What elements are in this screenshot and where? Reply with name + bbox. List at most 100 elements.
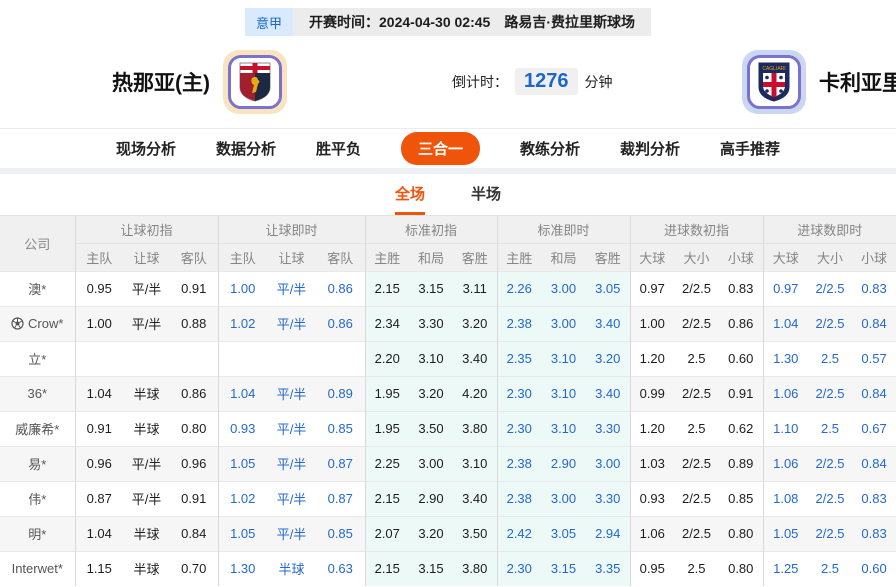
odds-cell-8-15: 1.25 bbox=[762, 550, 809, 586]
home-team-name: 热那亚(主) bbox=[112, 72, 210, 95]
match-info: 开赛时间：2024-04-30 02:45 路易吉·费拉里斯球场 bbox=[293, 8, 651, 36]
analysis-tab-6[interactable]: 高手推荐 bbox=[720, 141, 781, 158]
odds-cell-8-14: 0.80 bbox=[719, 550, 764, 586]
odds-cell-1-6: 2.34 bbox=[364, 305, 409, 341]
col-header-5-0: 大球 bbox=[762, 242, 809, 271]
odds-cell-3-11: 3.40 bbox=[586, 375, 630, 411]
analysis-tabs: 现场分析 数据分析 胜平负 三合一 教练分析 裁判分析 高手推荐 bbox=[0, 128, 896, 168]
odds-cell-8-17: 0.60 bbox=[852, 550, 896, 586]
odds-cell-8-8: 3.80 bbox=[453, 550, 497, 586]
col-header-3-2: 客胜 bbox=[586, 242, 630, 271]
odds-cell-7-5: 0.85 bbox=[316, 515, 365, 551]
odds-cell-8-13: 2.5 bbox=[674, 550, 719, 586]
svg-text:CAGLIARI: CAGLIARI bbox=[762, 66, 785, 72]
company-label: 伟* bbox=[28, 492, 47, 507]
odds-cell-2-6: 2.20 bbox=[364, 340, 409, 376]
company-name-3: 36* bbox=[0, 375, 75, 411]
analysis-tab-4[interactable]: 教练分析 bbox=[520, 141, 581, 158]
company-name-7: 明* bbox=[0, 515, 75, 551]
odds-cell-8-11: 3.35 bbox=[586, 550, 630, 586]
odds-cell-4-5: 0.85 bbox=[316, 410, 365, 446]
odds-cell-0-8: 3.11 bbox=[453, 270, 497, 306]
odds-cell-8-1: 半球 bbox=[123, 550, 170, 586]
odds-cell-0-4: 平/半 bbox=[267, 270, 316, 306]
company-label: 威廉希* bbox=[15, 422, 60, 437]
odds-cell-5-8: 3.10 bbox=[453, 445, 497, 481]
odds-cell-5-14: 0.89 bbox=[719, 445, 764, 481]
odds-cell-6-4: 平/半 bbox=[267, 480, 316, 516]
odds-cell-4-14: 0.62 bbox=[719, 410, 764, 446]
away-team-name: 卡利亚里 bbox=[819, 72, 896, 95]
odds-cell-6-10: 3.00 bbox=[541, 480, 586, 516]
odds-cell-6-0: 0.87 bbox=[74, 480, 123, 516]
company-name-1: Crow* bbox=[0, 305, 75, 341]
col-header-4-0: 大球 bbox=[629, 242, 674, 271]
odds-cell-5-2: 0.96 bbox=[170, 445, 218, 481]
odds-cell-2-12: 1.20 bbox=[629, 340, 674, 376]
odds-cell-8-0: 1.15 bbox=[74, 550, 123, 586]
odds-cell-2-4 bbox=[267, 340, 316, 376]
odds-cell-4-13: 2.5 bbox=[674, 410, 719, 446]
odds-cell-2-14: 0.60 bbox=[719, 340, 764, 376]
odds-cell-2-13: 2.5 bbox=[674, 340, 719, 376]
col-header-0-2: 客队 bbox=[170, 242, 218, 271]
col-header-1-1: 让球 bbox=[267, 242, 316, 271]
analysis-tab-1[interactable]: 数据分析 bbox=[215, 141, 276, 158]
odds-cell-1-16: 2/2.5 bbox=[808, 305, 853, 341]
odds-cell-5-6: 2.25 bbox=[364, 445, 409, 481]
analysis-tab-2[interactable]: 胜平负 bbox=[315, 141, 361, 158]
scope-subtab-1[interactable]: 半场 bbox=[471, 186, 502, 203]
odds-cell-6-6: 2.15 bbox=[364, 480, 409, 516]
separator-band bbox=[0, 168, 896, 174]
odds-cell-1-3: 1.02 bbox=[217, 305, 267, 341]
company-label: 36* bbox=[27, 386, 48, 401]
odds-cell-7-15: 1.05 bbox=[762, 515, 809, 551]
countdown-unit: 分钟 bbox=[584, 73, 613, 90]
odds-cell-2-15: 1.30 bbox=[762, 340, 809, 376]
odds-row-6: 伟* 0.87 平/半 0.91 1.02 平/半 0.87 2.15 2.90 3.40 2.38… bbox=[0, 480, 896, 516]
odds-cell-5-15: 1.06 bbox=[762, 445, 809, 481]
odds-cell-1-4: 平/半 bbox=[267, 305, 316, 341]
odds-cell-2-0 bbox=[74, 340, 123, 376]
analysis-tab-5[interactable]: 裁判分析 bbox=[620, 141, 681, 158]
away-team-logo: CAGLIARI bbox=[742, 50, 806, 114]
odds-cell-7-4: 平/半 bbox=[267, 515, 316, 551]
odds-cell-4-12: 1.20 bbox=[629, 410, 674, 446]
analysis-tab-3[interactable]: 三合一 bbox=[400, 132, 480, 165]
odds-cell-0-15: 0.97 bbox=[762, 270, 809, 306]
odds-table-head: 公司 让球初指 让球即时 标准初指 标准即时 进球数初指 进球数即时 主队 让球 客队 主队 让球… bbox=[0, 216, 896, 271]
odds-cell-2-9: 2.35 bbox=[496, 340, 541, 376]
odds-cell-0-0: 0.95 bbox=[74, 270, 123, 306]
odds-cell-3-16: 2/2.5 bbox=[808, 375, 853, 411]
odds-cell-4-10: 3.10 bbox=[541, 410, 586, 446]
company-col-header: 公司 bbox=[0, 216, 75, 271]
odds-table-body: 澳* 0.95 平/半 0.91 1.00 平/半 0.86 2.15 3.15 3.11 2.26… bbox=[0, 270, 896, 586]
col-header-2-1: 和局 bbox=[409, 242, 453, 271]
odds-cell-2-1 bbox=[123, 340, 170, 376]
odds-cell-3-3: 1.04 bbox=[217, 375, 267, 411]
odds-cell-1-10: 3.00 bbox=[541, 305, 586, 341]
odds-cell-3-17: 0.84 bbox=[852, 375, 896, 411]
odds-cell-5-11: 3.00 bbox=[586, 445, 630, 481]
odds-cell-8-5: 0.63 bbox=[316, 550, 365, 586]
company-name-0: 澳* bbox=[0, 270, 75, 306]
col-header-0-1: 让球 bbox=[123, 242, 170, 271]
odds-cell-4-17: 0.67 bbox=[852, 410, 896, 446]
odds-cell-7-3: 1.05 bbox=[217, 515, 267, 551]
group-header-3: 标准即时 bbox=[496, 216, 630, 243]
odds-table: 公司 让球初指 让球即时 标准初指 标准即时 进球数初指 进球数即时 主队 让球 客队 主队 让球… bbox=[0, 216, 896, 586]
odds-cell-1-1: 平/半 bbox=[123, 305, 170, 341]
odds-cell-2-2 bbox=[170, 340, 218, 376]
company-label: 明* bbox=[28, 527, 47, 542]
col-header-2-0: 主胜 bbox=[364, 242, 409, 271]
odds-cell-7-17: 0.83 bbox=[852, 515, 896, 551]
odds-cell-4-1: 半球 bbox=[123, 410, 170, 446]
col-header-2-2: 客胜 bbox=[453, 242, 497, 271]
odds-cell-4-7: 3.50 bbox=[409, 410, 453, 446]
odds-cell-4-11: 3.30 bbox=[586, 410, 630, 446]
analysis-tab-0[interactable]: 现场分析 bbox=[115, 141, 176, 158]
countdown-label: 倒计时： bbox=[452, 73, 508, 90]
odds-cell-5-7: 3.00 bbox=[409, 445, 453, 481]
odds-cell-2-8: 3.40 bbox=[453, 340, 497, 376]
scope-subtab-0[interactable]: 全场 bbox=[394, 183, 425, 215]
